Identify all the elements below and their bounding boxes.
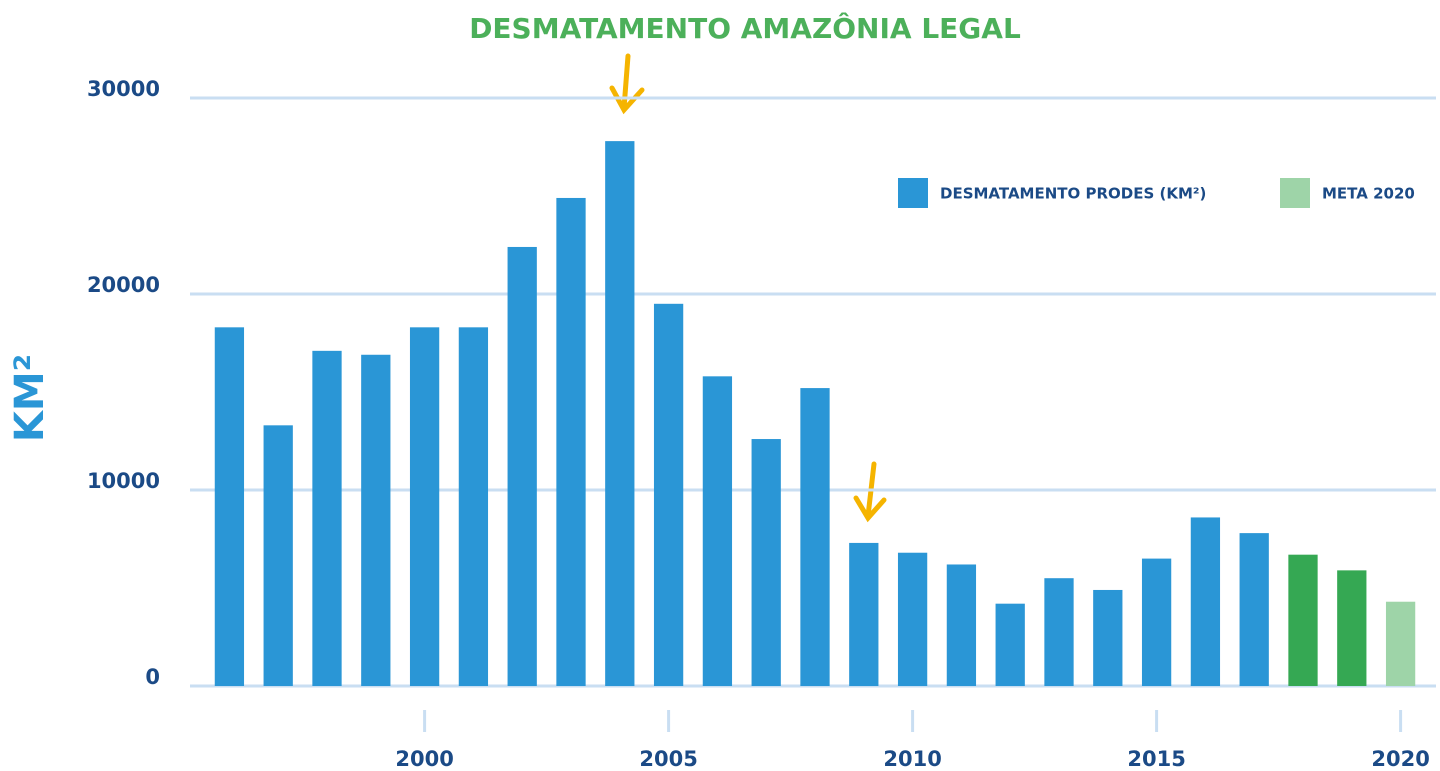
- x-tick-label: 2005: [639, 747, 697, 771]
- bar: [409, 327, 440, 686]
- bar: [1337, 570, 1367, 686]
- bar: [1190, 517, 1221, 686]
- bar: [312, 350, 342, 686]
- bar: [1288, 554, 1318, 686]
- y-tick-label: 0: [145, 665, 160, 689]
- chart-title: DESMATAMENTO AMAZÔNIA LEGAL: [469, 11, 1021, 45]
- bar: [946, 564, 977, 686]
- x-tick-label: 2000: [395, 747, 453, 771]
- bar: [1385, 601, 1416, 686]
- y-tick-label: 10000: [87, 469, 160, 493]
- bar: [1239, 533, 1269, 686]
- x-tick-label: 2010: [883, 747, 941, 771]
- legend-label: DESMATAMENTO PRODES (KM²): [940, 185, 1206, 203]
- bar: [361, 354, 391, 686]
- bar: [605, 141, 635, 686]
- bar: [263, 425, 293, 686]
- bar: [995, 603, 1025, 686]
- bar: [458, 327, 489, 686]
- bar: [751, 439, 781, 686]
- legend-swatch: [1280, 178, 1310, 208]
- bar: [800, 388, 830, 686]
- y-axis-label: KM²: [7, 354, 53, 442]
- bar: [214, 327, 245, 686]
- legend-swatch: [898, 178, 928, 208]
- legend-label: META 2020: [1322, 185, 1415, 203]
- bar: [556, 197, 586, 686]
- bar: [507, 246, 537, 686]
- bar: [1141, 558, 1172, 686]
- arrow: [609, 53, 887, 523]
- bar: [653, 303, 684, 686]
- x-tick-label: 2015: [1127, 747, 1185, 771]
- y-tick-label: 20000: [87, 273, 160, 297]
- bar: [1093, 589, 1123, 686]
- bar: [897, 552, 928, 686]
- bar: [1044, 578, 1074, 686]
- x-tick-label: 2020: [1371, 747, 1429, 771]
- bar: [702, 376, 733, 686]
- bar: [849, 542, 879, 686]
- y-tick-label: 30000: [87, 77, 160, 101]
